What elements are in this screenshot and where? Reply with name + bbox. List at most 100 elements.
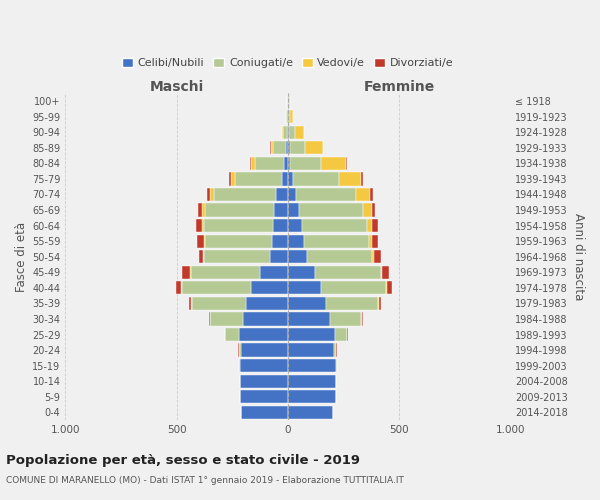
Bar — [191, 266, 260, 279]
Bar — [204, 219, 272, 232]
Bar — [288, 250, 307, 264]
Bar — [288, 359, 335, 372]
Bar — [276, 188, 288, 201]
Bar — [335, 359, 337, 372]
Bar — [182, 282, 251, 294]
Bar — [326, 297, 379, 310]
Bar — [199, 204, 202, 216]
Text: Maschi: Maschi — [149, 80, 204, 94]
Bar — [288, 188, 296, 201]
Bar — [315, 266, 380, 279]
Bar — [281, 172, 288, 186]
Bar — [288, 390, 335, 404]
Bar — [239, 344, 241, 356]
Bar — [346, 157, 347, 170]
Bar — [205, 234, 272, 248]
Bar — [272, 234, 288, 248]
Bar — [288, 282, 321, 294]
Bar — [286, 110, 287, 124]
Bar — [369, 234, 372, 248]
Bar — [290, 110, 293, 124]
Bar — [386, 282, 388, 294]
Bar — [295, 126, 304, 139]
Bar — [202, 204, 205, 216]
Bar — [370, 188, 373, 201]
Bar — [372, 234, 379, 248]
Bar — [176, 282, 181, 294]
Bar — [362, 312, 363, 326]
Bar — [305, 141, 323, 154]
Bar — [241, 406, 288, 419]
Bar — [361, 172, 363, 186]
Bar — [288, 157, 290, 170]
Bar — [239, 359, 240, 372]
Text: COMUNE DI MARANELLO (MO) - Dati ISTAT 1° gennaio 2019 - Elaborazione TUTTITALIA.: COMUNE DI MARANELLO (MO) - Dati ISTAT 1°… — [6, 476, 404, 485]
Bar — [380, 266, 382, 279]
Bar — [196, 219, 202, 232]
Bar — [288, 374, 335, 388]
Bar — [240, 359, 288, 372]
Bar — [214, 188, 276, 201]
Bar — [272, 219, 288, 232]
Bar — [321, 282, 386, 294]
Bar — [302, 219, 367, 232]
Bar — [245, 297, 288, 310]
Bar — [293, 172, 339, 186]
Bar — [271, 250, 288, 264]
Bar — [239, 328, 288, 341]
Bar — [240, 390, 288, 404]
Bar — [288, 297, 326, 310]
Bar — [205, 204, 274, 216]
Bar — [288, 219, 302, 232]
Bar — [290, 141, 305, 154]
Bar — [240, 374, 288, 388]
Bar — [288, 204, 299, 216]
Bar — [299, 204, 364, 216]
Bar — [373, 204, 376, 216]
Bar — [339, 172, 361, 186]
Bar — [203, 250, 204, 264]
Text: Popolazione per età, sesso e stato civile - 2019: Popolazione per età, sesso e stato civil… — [6, 454, 360, 467]
Bar — [241, 344, 288, 356]
Bar — [288, 141, 290, 154]
Bar — [288, 344, 334, 356]
Bar — [190, 266, 191, 279]
Bar — [289, 94, 290, 108]
Bar — [209, 312, 210, 326]
Bar — [197, 234, 203, 248]
Bar — [244, 312, 288, 326]
Bar — [203, 234, 205, 248]
Bar — [251, 282, 288, 294]
Bar — [192, 297, 245, 310]
Bar — [284, 157, 288, 170]
Bar — [189, 297, 191, 310]
Bar — [288, 172, 293, 186]
Bar — [379, 297, 381, 310]
Bar — [371, 219, 378, 232]
Bar — [208, 188, 211, 201]
Bar — [321, 157, 346, 170]
Bar — [290, 157, 321, 170]
Bar — [388, 282, 392, 294]
Bar — [199, 250, 203, 264]
Text: Femmine: Femmine — [364, 80, 434, 94]
Bar — [382, 266, 389, 279]
Bar — [288, 126, 289, 139]
Bar — [288, 266, 315, 279]
Bar — [235, 172, 281, 186]
Bar — [260, 266, 288, 279]
Bar — [329, 312, 361, 326]
Y-axis label: Fasce di età: Fasce di età — [15, 222, 28, 292]
Bar — [250, 157, 251, 170]
Bar — [288, 312, 329, 326]
Bar — [288, 406, 334, 419]
Bar — [289, 126, 295, 139]
Bar — [182, 266, 190, 279]
Bar — [273, 141, 286, 154]
Legend: Celibi/Nubili, Coniugati/e, Vedovi/e, Divorziati/e: Celibi/Nubili, Coniugati/e, Vedovi/e, Di… — [118, 53, 458, 72]
Bar — [271, 141, 273, 154]
Bar — [286, 141, 288, 154]
Bar — [372, 250, 374, 264]
Bar — [364, 204, 373, 216]
Bar — [274, 204, 288, 216]
